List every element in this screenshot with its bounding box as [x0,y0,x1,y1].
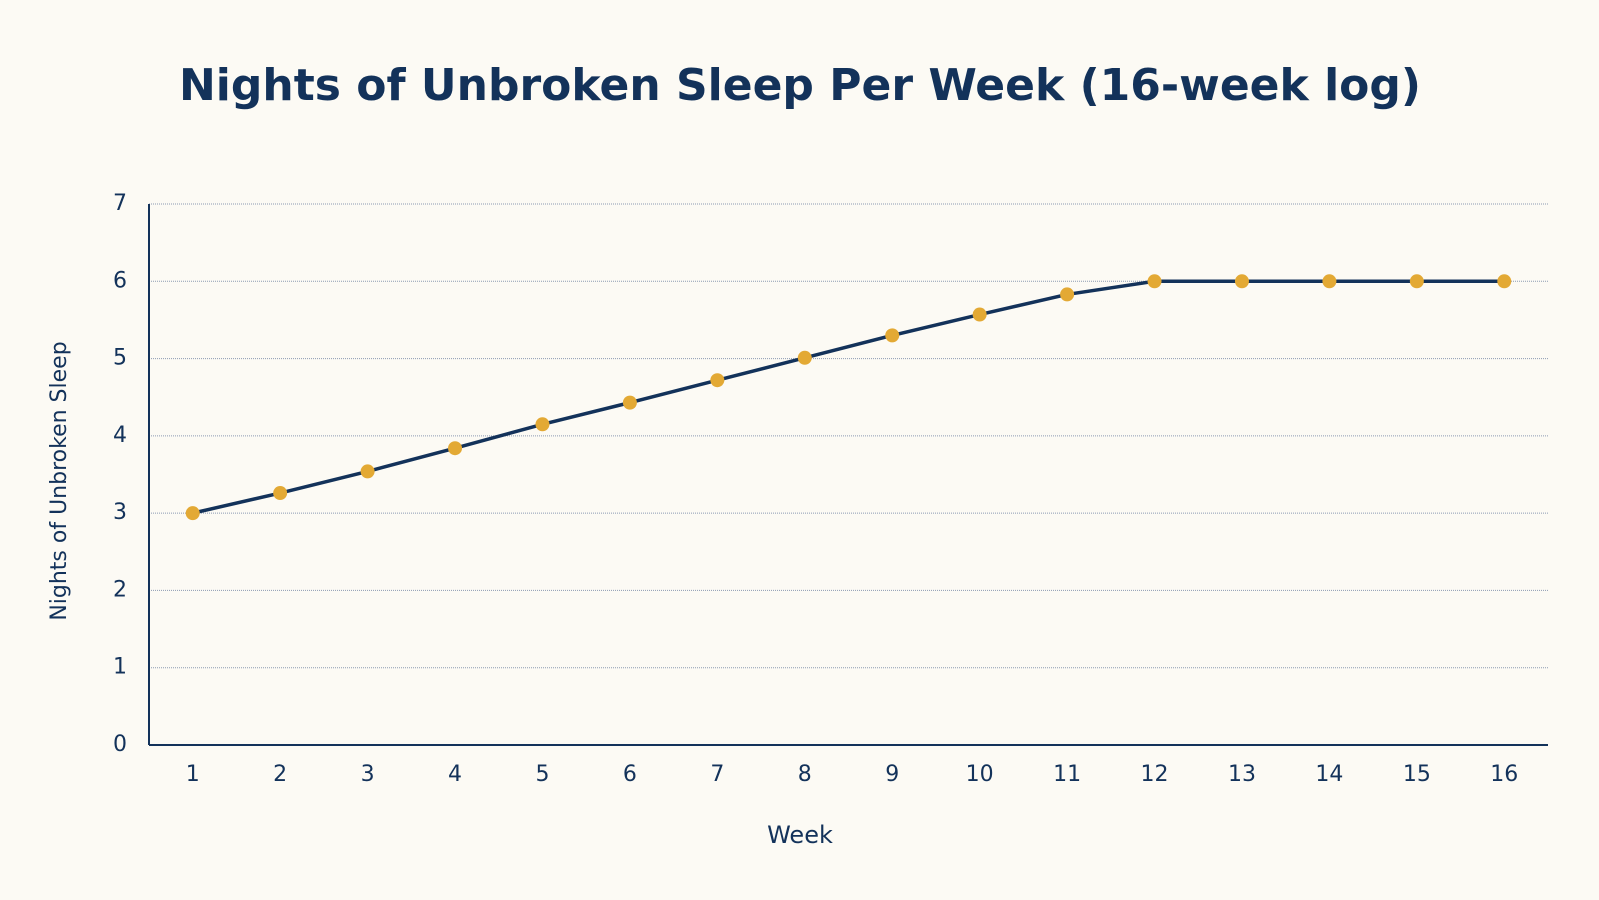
point [448,441,463,456]
x-tick-label: 6 [623,762,637,787]
x-tick-label: 12 [1141,762,1169,787]
y-tick-label: 2 [113,577,127,602]
x-tick-label: 10 [966,762,994,787]
x-tick-label: 2 [273,762,287,787]
x-tick-label: 4 [448,762,462,787]
point [622,395,637,410]
point [360,464,375,479]
point [1147,274,1162,289]
x-tick-label: 9 [885,762,899,787]
point [797,350,812,365]
point [1234,274,1249,289]
x-tick-label: 5 [535,762,549,787]
y-tick-label: 1 [113,655,127,680]
x-axis-label: Week [767,821,833,849]
y-tick-label: 7 [113,191,127,216]
y-tick-label: 6 [113,268,127,293]
point [273,486,288,501]
y-tick-label: 5 [113,346,127,371]
x-tick-label: 15 [1403,762,1431,787]
point [185,506,200,521]
y-axis-label: Nights of Unbroken Sleep [47,341,72,620]
x-tick-label: 7 [710,762,724,787]
x-tick-label: 1 [186,762,200,787]
x-tick-label: 11 [1053,762,1081,787]
line [192,279,1505,515]
x-tick-label: 13 [1228,762,1256,787]
x-tick-label: 8 [798,762,812,787]
point [1409,274,1424,289]
point [710,373,725,388]
x-tick-label: 16 [1490,762,1518,787]
y-tick-label: 3 [113,500,127,525]
point [885,328,900,343]
point [1497,274,1512,289]
point [1060,287,1075,302]
y-tick-label: 0 [113,732,127,757]
x-tick-label: 3 [361,762,375,787]
x-tick-label: 14 [1315,762,1343,787]
point [535,417,550,432]
point [972,307,987,322]
chart-title: Nights of Unbroken Sleep Per Week (16-we… [179,60,1421,111]
point [1322,274,1337,289]
y-tick-label: 4 [113,423,127,448]
